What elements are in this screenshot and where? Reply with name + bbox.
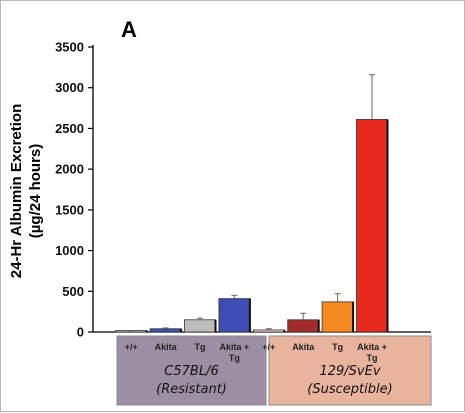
group-sublabel-1: (Resistant): [156, 382, 227, 397]
category-label-3: Tg: [195, 342, 206, 352]
category-label-4: Akita +: [220, 342, 250, 352]
panel-label: A: [121, 17, 137, 42]
bar-5: [252, 329, 285, 333]
group-sublabel-2: (Susceptible): [307, 382, 392, 397]
y-tick-label: 500: [62, 284, 84, 299]
y-axis-label-units: (µg/24 hours): [27, 144, 44, 238]
axes: 0 500 1000 1500 2000 2500 3000 3500: [55, 40, 431, 340]
bar-6: [287, 319, 320, 333]
bar-3: [184, 319, 216, 333]
bar-8: [356, 119, 388, 333]
bar-2: [149, 328, 182, 333]
y-tick-label: 2000: [55, 162, 84, 177]
category-labels: +/+ Akita Tg Akita +Tg+/+ Akita Tg Akita +Tg: [125, 342, 387, 363]
y-tick-label: 3500: [55, 40, 84, 55]
bars: [115, 74, 389, 333]
group-box-2: [268, 335, 432, 406]
y-axis-label-group: 24-Hr Albumin Excretion (µg/24 hours): [8, 104, 44, 278]
y-tick-label: 1500: [55, 202, 84, 217]
category-label-7: Tg: [332, 342, 343, 352]
y-tick-label: 0: [77, 325, 84, 340]
group-label-2: 129/SvEv: [319, 364, 380, 379]
group-label-1: C57BL/6: [164, 364, 218, 379]
y-axis-label: 24-Hr Albumin Excretion: [8, 104, 25, 278]
category-label-5: +/+: [262, 342, 275, 352]
category-label-8: Akita +: [357, 342, 387, 352]
bar-4: [218, 298, 251, 333]
y-tick-label: 1000: [55, 243, 84, 258]
category-label-8-line2: Tg: [367, 353, 378, 363]
category-label-1: +/+: [125, 342, 138, 352]
y-tick-label: 3000: [55, 80, 84, 95]
bar-7: [321, 301, 354, 333]
category-label-2: Akita: [155, 342, 178, 352]
category-label-6: Akita: [292, 342, 315, 352]
y-tick-label: 2500: [55, 121, 84, 136]
group-boxes: C57BL/6 (Resistant) 129/SvEv (Susceptible): [116, 335, 432, 406]
category-label-4-line2: Tg: [229, 353, 240, 363]
group-box-1: [116, 335, 267, 406]
